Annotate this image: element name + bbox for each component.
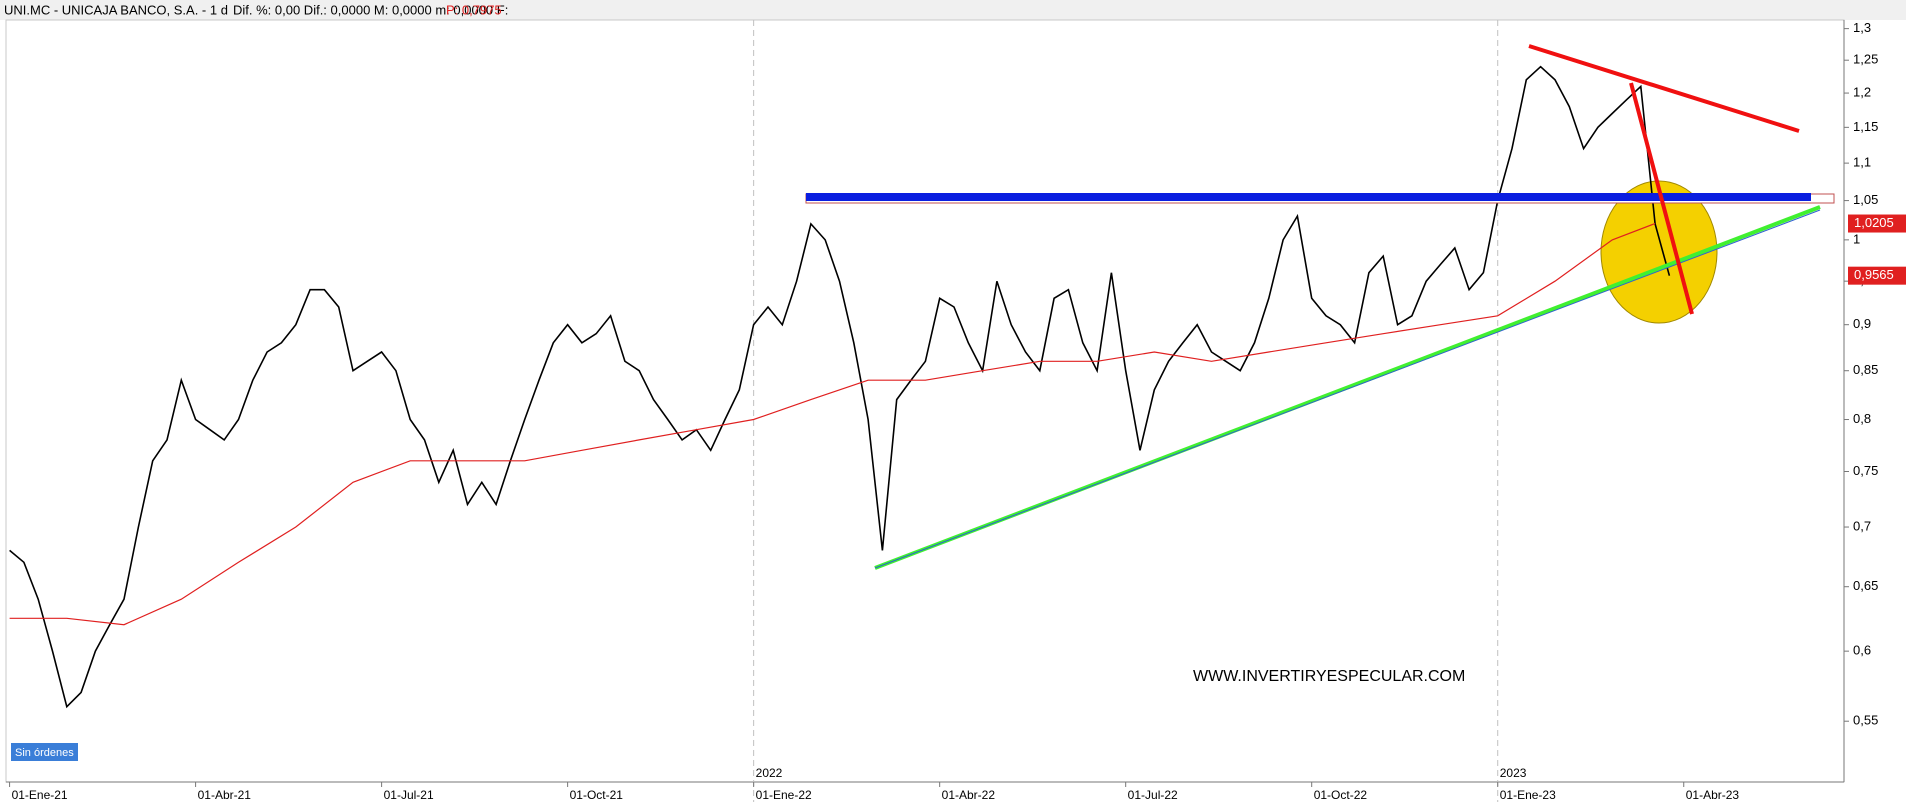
price-marker	[1848, 266, 1906, 285]
x-tick-label: 01-Ene-23	[1500, 788, 1556, 802]
plot	[9, 65, 1671, 709]
y-tick-label: 1,2	[1853, 85, 1871, 100]
y-tick-label: 1,15	[1853, 119, 1878, 134]
highlight-ellipse	[1600, 180, 1718, 324]
price-marker	[1848, 214, 1906, 233]
y-tick-label: 0,55	[1853, 713, 1878, 728]
grid	[753, 20, 1499, 802]
downtrend-line	[1528, 44, 1800, 133]
steep-downtrend-line	[1629, 82, 1694, 315]
x-tick-label: 01-Abr-21	[198, 788, 252, 802]
y-tick-label: 0,75	[1853, 463, 1878, 478]
year-label: 2022	[756, 766, 783, 780]
x-tick-label: 01-Jul-21	[384, 788, 434, 802]
y-tick-label: 1,05	[1853, 192, 1878, 207]
price-line	[9, 222, 1656, 626]
y-tick-label: 0,9	[1853, 316, 1871, 331]
x-tick-label: 01-Abr-23	[1686, 788, 1740, 802]
status-box	[11, 743, 78, 761]
year-label: 2023	[1500, 766, 1527, 780]
x-tick-label: 01-Oct-22	[1314, 788, 1368, 802]
status-text: Sin órdenes	[15, 747, 74, 759]
x-tick-label: 01-Ene-22	[756, 788, 812, 802]
price-note: P: 0,7975	[446, 2, 502, 17]
x-tick-label: 01-Oct-21	[570, 788, 624, 802]
x-tick-label: 01-Ene-21	[12, 788, 68, 802]
price-marker-label: 0,9565	[1854, 267, 1894, 282]
y-tick-label: 0,65	[1853, 578, 1878, 593]
y-tick-label: 1	[1853, 231, 1860, 246]
y-tick-label: 1,25	[1853, 52, 1878, 67]
price-marker-label: 1,0205	[1854, 215, 1894, 230]
y-tick-label: 1,1	[1853, 155, 1871, 170]
support-trendline-thin	[874, 209, 1821, 569]
watermark: WWW.INVERTIRYESPECULAR.COM	[1193, 668, 1465, 685]
header-bar	[0, 0, 1906, 20]
y-tick-label: 0,7	[1853, 518, 1871, 533]
y-tick-label: 0,85	[1853, 362, 1878, 377]
x-tick-label: 01-Abr-22	[942, 788, 996, 802]
y-tick-label: 1,3	[1853, 20, 1871, 35]
chart-subtitle: Dif. %: 0,00 Dif.: 0,0000 M: 0,0000 m: 0…	[233, 2, 508, 17]
price-line	[9, 65, 1671, 709]
chart-title: UNI.MC - UNICAJA BANCO, S.A. - 1 d	[4, 2, 228, 17]
y-tick-label: 0,6	[1853, 643, 1871, 658]
y-tick-label: 0,8	[1853, 411, 1871, 426]
x-tick-label: 01-Jul-22	[1128, 788, 1178, 802]
